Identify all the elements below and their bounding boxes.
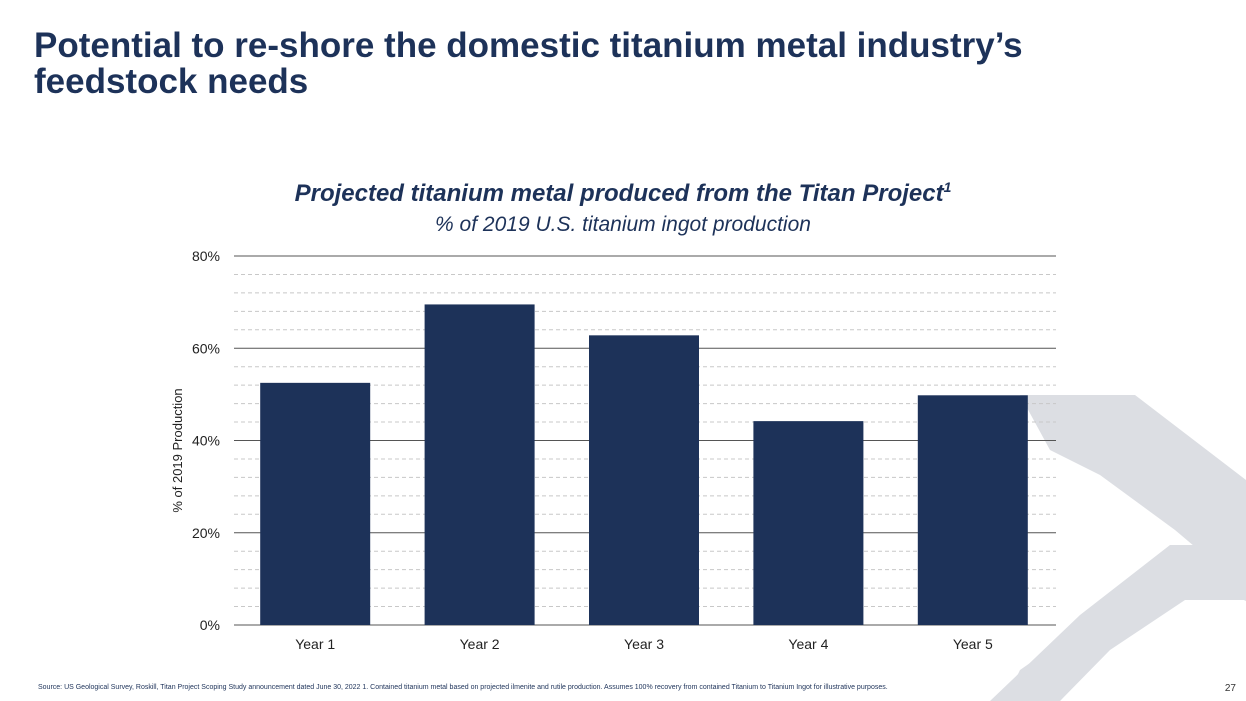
- y-tick-label: 20%: [192, 525, 220, 541]
- chevron-shape-upper: [1020, 395, 1246, 590]
- bar-year-4: [753, 421, 864, 625]
- y-axis-label: % of 2019 Production: [170, 388, 185, 512]
- chart-title-text: Projected titanium metal produced from t…: [294, 180, 944, 207]
- chart-title-footnote-marker: 1: [943, 179, 952, 195]
- bars: [260, 304, 1028, 625]
- x-tick-label: Year 2: [460, 636, 500, 652]
- minor-gridlines: [234, 273, 1056, 608]
- source-footnote: Source: US Geological Survey, Roskill, T…: [38, 684, 888, 691]
- x-tick-labels: Year 1 Year 2 Year 3 Year 4 Year 5: [295, 636, 993, 652]
- chart-title: Projected titanium metal produced from t…: [0, 180, 1246, 208]
- y-tick-label: 40%: [192, 433, 220, 449]
- x-tick-label: Year 4: [788, 636, 828, 652]
- chevron-shape-lower-band: [990, 545, 1246, 701]
- y-tick-labels: 0% 20% 40% 60% 80%: [192, 248, 220, 633]
- x-tick-label: Year 3: [624, 636, 664, 652]
- y-tick-label: 80%: [192, 248, 220, 264]
- x-tick-label: Year 5: [953, 636, 993, 652]
- y-tick-label: 0%: [200, 617, 220, 633]
- page-number: 27: [1224, 683, 1236, 694]
- bar-year-3: [589, 335, 699, 625]
- y-tick-label: 60%: [192, 340, 220, 356]
- bar-year-5: [917, 395, 1028, 625]
- x-tick-label: Year 1: [295, 636, 335, 652]
- chart-subtitle: % of 2019 U.S. titanium ingot production: [435, 213, 811, 236]
- slide-title: Potential to re-shore the domestic titan…: [34, 26, 1023, 101]
- bar-year-2: [424, 304, 535, 625]
- bar-year-1: [260, 382, 371, 625]
